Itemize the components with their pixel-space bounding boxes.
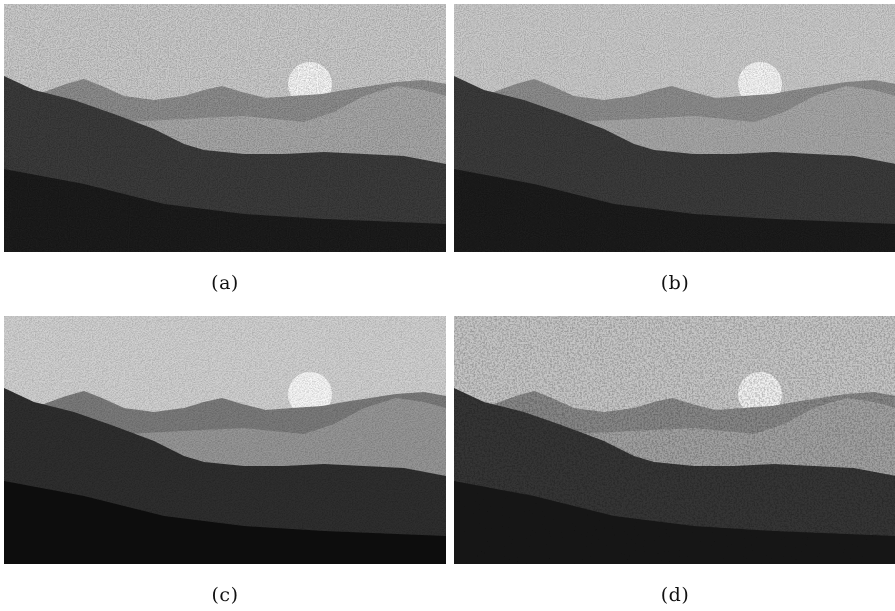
foreground [4,169,446,252]
caption-b: (b) [660,272,690,294]
landscape-image-c [4,316,446,564]
caption-a: (a) [211,272,239,294]
caption-c: (c) [211,584,239,606]
landscape-image-b [454,4,895,252]
foreground [454,169,895,252]
sun [288,372,332,416]
caption-d: (d) [660,584,690,606]
landscape-image-d [454,316,895,564]
sun [738,372,782,416]
landscape-scene-c [4,316,446,564]
landscape-image-a [4,4,446,252]
landscape-scene-d [454,316,895,564]
landscape-scene-a [4,4,446,252]
foreground [454,481,895,564]
landscape-scene-b [454,4,895,252]
foreground [4,481,446,564]
